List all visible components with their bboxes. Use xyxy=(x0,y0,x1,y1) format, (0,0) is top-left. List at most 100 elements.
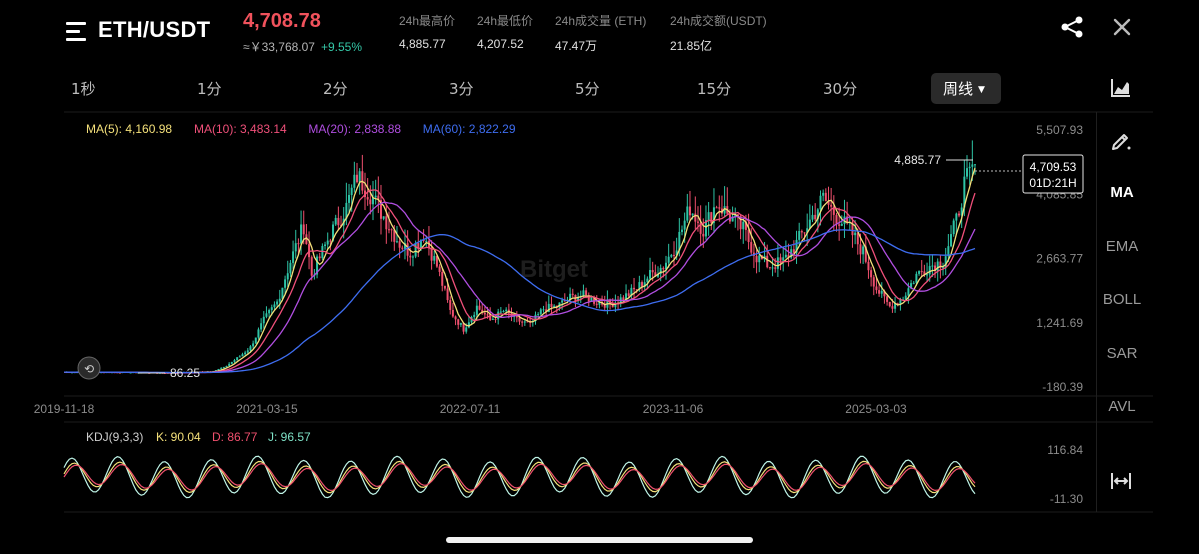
candle-body xyxy=(728,213,731,222)
candle-body xyxy=(515,314,518,318)
candle-body xyxy=(915,273,918,283)
candle-body xyxy=(449,300,452,310)
kdj-j-value: J: 96.57 xyxy=(268,430,311,444)
candle-body xyxy=(550,303,553,307)
candle-body xyxy=(715,207,718,209)
candle-body xyxy=(803,232,806,234)
candle-body xyxy=(856,232,859,245)
candle-body xyxy=(214,370,217,372)
candle-body xyxy=(782,257,785,261)
candle-body xyxy=(835,214,838,225)
candle-body xyxy=(451,309,454,317)
candle-body xyxy=(886,296,889,302)
candle-body xyxy=(366,197,369,200)
candle-body xyxy=(696,221,699,223)
candle-body xyxy=(758,255,761,263)
candle-body xyxy=(920,271,923,273)
candle-body xyxy=(800,231,803,233)
candle-body xyxy=(686,206,689,221)
candle-body xyxy=(694,213,697,222)
candle-body xyxy=(971,164,974,167)
ma-legend-item: MA(10): 3,483.14 xyxy=(194,122,287,136)
candle-body xyxy=(859,244,862,255)
candle-body xyxy=(406,243,409,256)
candle-body xyxy=(246,350,249,353)
candle-body xyxy=(499,311,502,313)
candle-body xyxy=(225,365,228,367)
candle-body xyxy=(249,346,252,351)
tab-15m[interactable]: 15分 xyxy=(697,80,732,98)
candle-body xyxy=(936,261,939,271)
tab-2m[interactable]: 2分 xyxy=(323,80,348,98)
date-tick-label: 2021-03-15 xyxy=(236,402,298,416)
tool-avl[interactable]: AVL xyxy=(1108,398,1136,415)
candle-body xyxy=(379,200,382,219)
trading-pair-title[interactable]: ETH/USDT xyxy=(98,17,211,42)
candle-body xyxy=(707,212,710,221)
close-icon[interactable] xyxy=(1110,15,1134,39)
candle-body xyxy=(443,285,446,289)
reset-view-glyph: ⟲ xyxy=(84,362,94,376)
ma-legend-item: MA(20): 2,838.88 xyxy=(308,122,401,136)
tool-ema[interactable]: EMA xyxy=(1105,238,1139,255)
candle-body xyxy=(345,202,348,219)
candle-body xyxy=(425,240,428,242)
candle-body xyxy=(939,261,942,268)
candle-body xyxy=(523,321,526,323)
tool-sar[interactable]: SAR xyxy=(1106,345,1138,362)
tab-3m[interactable]: 3分 xyxy=(449,80,474,98)
draw-pen-icon[interactable] xyxy=(1110,129,1132,151)
home-indicator[interactable] xyxy=(446,537,753,543)
tab-1m[interactable]: 1分 xyxy=(197,80,222,98)
candle-body xyxy=(966,168,969,177)
ma-legend-item: MA(5): 4,160.98 xyxy=(86,122,172,136)
candle-body xyxy=(393,229,396,242)
stat-value: 47.47万 xyxy=(555,39,598,53)
candle-body xyxy=(260,323,263,330)
candle-body xyxy=(308,244,311,258)
candle-body xyxy=(611,304,614,308)
candle-body xyxy=(268,310,271,314)
tool-ma[interactable]: MA xyxy=(1110,184,1134,201)
candle-body xyxy=(875,286,878,291)
tool-boll[interactable]: BOLL xyxy=(1102,291,1142,308)
candle-body xyxy=(649,270,652,279)
candle-body xyxy=(840,223,843,226)
fit-width-icon[interactable] xyxy=(1110,471,1132,491)
candle-body xyxy=(870,270,873,278)
candle-body xyxy=(561,300,564,303)
stat-label: 24h最低价 xyxy=(477,14,534,28)
candle-body xyxy=(739,216,742,230)
candle-body xyxy=(680,229,683,232)
candle-body xyxy=(819,195,822,210)
candle-body xyxy=(731,216,734,222)
share-icon[interactable] xyxy=(1060,16,1084,38)
menu-icon[interactable] xyxy=(66,22,88,42)
candle-body xyxy=(537,314,540,316)
candle-body xyxy=(654,272,657,277)
candle-body xyxy=(843,216,846,224)
candle-body xyxy=(675,250,678,256)
candle-body xyxy=(521,321,524,323)
candle-body xyxy=(369,199,372,205)
candle-body xyxy=(265,313,268,317)
candle-body xyxy=(294,243,297,252)
tab-30m[interactable]: 30分 xyxy=(823,80,858,98)
tab-weekly-dropdown[interactable]: 周线 ▼ xyxy=(931,73,1001,104)
candle-body xyxy=(878,290,881,294)
candle-body xyxy=(356,174,359,183)
candle-body xyxy=(252,343,255,347)
stat-24h-volume: 24h成交量 (ETH) 47.47万 xyxy=(555,12,646,54)
tab-1s[interactable]: 1秒 xyxy=(71,80,96,98)
candle-body xyxy=(545,309,548,312)
cny-price-value: ≈￥33,768.07 xyxy=(243,40,315,54)
candle-body xyxy=(236,357,239,361)
candle-body xyxy=(430,248,433,261)
area-chart-icon[interactable] xyxy=(1110,78,1132,98)
kdj-label: KDJ(9,3,3) xyxy=(86,430,143,444)
candle-body xyxy=(478,305,481,310)
stat-value: 21.85亿 xyxy=(670,39,713,53)
candle-body xyxy=(358,171,361,183)
tab-5m[interactable]: 5分 xyxy=(575,80,600,98)
